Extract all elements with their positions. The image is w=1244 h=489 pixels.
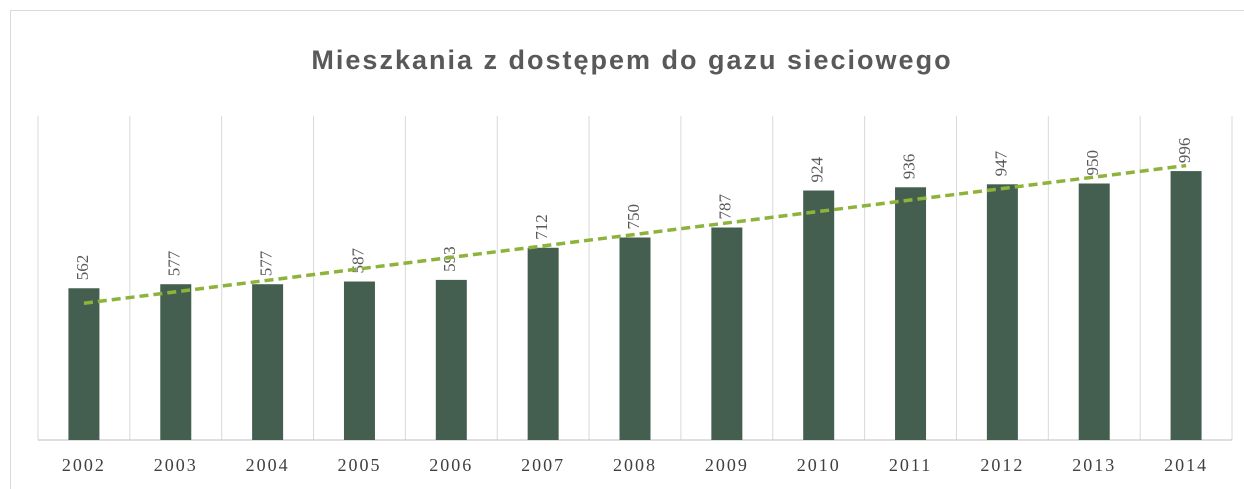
chart-title: Mieszkania z dostępem do gazu sieciowego	[311, 45, 952, 75]
trendline	[83, 163, 1187, 305]
data-label: 924	[808, 157, 827, 183]
x-tick-label: 2003	[154, 455, 198, 475]
x-tick-label: 2005	[337, 455, 381, 475]
x-tick-label: 2014	[1164, 455, 1208, 475]
x-tick-label: 2008	[613, 455, 657, 475]
bar	[986, 184, 1018, 440]
x-tick-label: 2013	[1072, 455, 1116, 475]
x-tick-label: 2010	[797, 455, 841, 475]
data-label: 577	[257, 250, 276, 276]
data-label: 577	[165, 250, 184, 276]
bar	[895, 187, 927, 440]
bar	[1170, 171, 1202, 440]
x-tick-label: 2009	[705, 455, 749, 475]
data-label: 950	[1083, 150, 1102, 176]
data-label: 712	[532, 214, 551, 240]
bar	[252, 284, 284, 440]
x-tick-label: 2012	[980, 455, 1024, 475]
bar	[803, 190, 835, 440]
x-tick-label: 2006	[429, 455, 473, 475]
bar	[68, 288, 100, 440]
x-tick-label: 2004	[246, 455, 290, 475]
data-label: 936	[899, 154, 918, 180]
bar	[711, 227, 743, 440]
data-label: 787	[716, 194, 735, 220]
data-label: 996	[1175, 138, 1194, 164]
data-label: 947	[991, 150, 1010, 176]
bar	[619, 237, 651, 440]
data-label: 562	[73, 255, 92, 281]
bar	[435, 279, 467, 440]
data-label: 750	[624, 204, 643, 230]
x-tick-label: 2011	[889, 455, 932, 475]
bar	[527, 247, 559, 440]
bar	[160, 284, 192, 440]
bar	[343, 281, 375, 440]
x-tick-label: 2002	[62, 455, 106, 475]
bar	[1078, 183, 1110, 440]
x-tick-label: 2007	[521, 455, 565, 475]
